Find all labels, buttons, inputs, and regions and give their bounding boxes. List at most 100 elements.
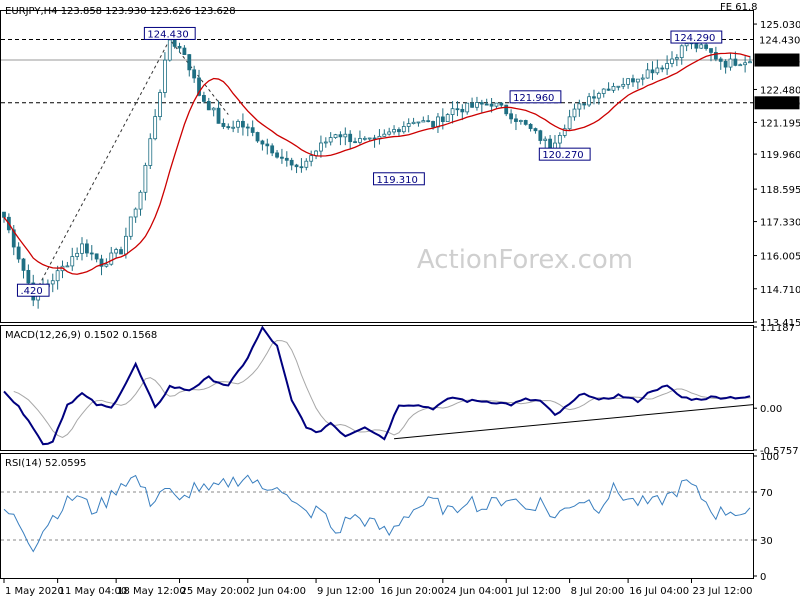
price-tag-label: 121.960	[759, 99, 800, 110]
candle-body	[21, 258, 26, 271]
candle-body	[475, 102, 479, 108]
candle-body	[260, 140, 265, 145]
moving-average-line	[3, 52, 751, 275]
candle-body	[221, 122, 226, 127]
candle-body	[406, 123, 411, 127]
candle-body	[192, 69, 197, 79]
candle-body	[143, 165, 148, 193]
candle-body	[494, 102, 499, 107]
candle-body	[138, 191, 143, 210]
candle-body	[392, 129, 396, 133]
candle-body	[16, 246, 21, 260]
candle-body	[202, 95, 206, 102]
macd-panel-title: MACD(12,26,9) 0.1502 0.1568	[5, 330, 157, 341]
price-axis-label: 119.960	[760, 150, 800, 161]
candle-body	[270, 145, 275, 154]
candle-body	[55, 270, 60, 282]
price-annotation-label: 124.290	[674, 33, 715, 44]
candle-body	[567, 116, 572, 130]
candle-body	[601, 88, 606, 94]
candle-body	[255, 132, 260, 142]
candle-body	[718, 58, 723, 62]
price-tag-box	[754, 32, 800, 46]
time-axis-label: 23 Jul 12:00	[692, 586, 752, 597]
candle-body	[328, 137, 333, 143]
candle-body	[440, 116, 445, 122]
price-axis-label: 114.710	[760, 285, 800, 296]
candle-body	[236, 120, 240, 128]
candle-body	[319, 142, 323, 152]
time-axis-label: 16 Jun 20:00	[380, 586, 444, 597]
candle-body	[84, 243, 89, 254]
candle-body	[626, 78, 631, 85]
candle-body	[548, 138, 552, 150]
candle-body	[197, 77, 201, 96]
candle-body	[89, 252, 94, 255]
candle-body	[455, 108, 460, 111]
time-axis-label: 2 Jun 04:00	[249, 586, 306, 597]
candle-body	[250, 127, 255, 133]
price-axis-label: 117.330	[760, 218, 800, 229]
candle-body	[465, 102, 470, 113]
candle-body	[484, 103, 489, 106]
candle-body	[679, 45, 684, 58]
candle-body	[665, 63, 670, 70]
candle-body	[499, 102, 504, 106]
rsi-axis-label: 0	[760, 572, 766, 583]
candle-body	[518, 120, 523, 122]
macd-axis-label: 1.1187	[760, 323, 795, 334]
candle-body	[177, 45, 182, 49]
candle-body	[577, 103, 582, 110]
macd-panel	[0, 325, 754, 451]
candle-body	[582, 103, 587, 106]
candle-body	[538, 130, 543, 141]
candle-body	[543, 138, 548, 141]
candle-body	[645, 69, 650, 79]
candle-body	[26, 269, 31, 284]
candle-body	[699, 44, 704, 49]
macd-axis-label: 0.00	[760, 404, 782, 415]
price-annotation-box	[16, 283, 50, 297]
candle-body	[133, 208, 138, 218]
candle-body	[382, 133, 387, 137]
candle-body	[509, 113, 513, 120]
candle-body	[50, 280, 55, 285]
candle-body	[245, 126, 250, 129]
candle-body	[728, 58, 733, 68]
candle-body	[596, 93, 601, 99]
candle-body	[75, 252, 80, 257]
candle-body	[621, 83, 626, 87]
candle-body	[338, 134, 343, 138]
candle-body	[333, 134, 338, 138]
candle-body	[2, 211, 6, 218]
candle-body	[304, 160, 309, 168]
candle-body	[275, 152, 279, 158]
candle-body	[211, 107, 216, 111]
candle-body	[367, 137, 372, 140]
price-axis-label: 122.480	[760, 85, 800, 96]
candle-body	[436, 116, 440, 128]
macd-axis-label: -0.5757	[760, 446, 799, 457]
candle-body	[655, 67, 660, 74]
price-panel-title: EURJPY,H4 123.858 123.930 123.626 123.62…	[5, 6, 236, 17]
candle-body	[231, 126, 236, 129]
candle-body	[187, 54, 192, 71]
price-annotation-box	[538, 147, 591, 161]
price-annotation-label: 124.430	[147, 29, 188, 40]
candle-body	[265, 143, 270, 147]
price-annotation-label: 119.310	[377, 175, 418, 186]
candle-body	[284, 157, 289, 161]
rsi-panel-title: RSI(14) 52.0595	[5, 458, 86, 469]
candle-body	[167, 39, 172, 61]
time-axis-label: 8 Jul 20:00	[571, 586, 625, 597]
candle-body	[416, 121, 421, 124]
candle-body	[611, 86, 616, 91]
candle-body	[713, 52, 718, 60]
price-annotation-box	[509, 90, 562, 104]
price-tag-box	[754, 53, 800, 67]
candle-body	[241, 120, 245, 128]
candle-body	[148, 138, 153, 166]
candle-body	[431, 121, 435, 128]
candle-body	[635, 78, 640, 83]
